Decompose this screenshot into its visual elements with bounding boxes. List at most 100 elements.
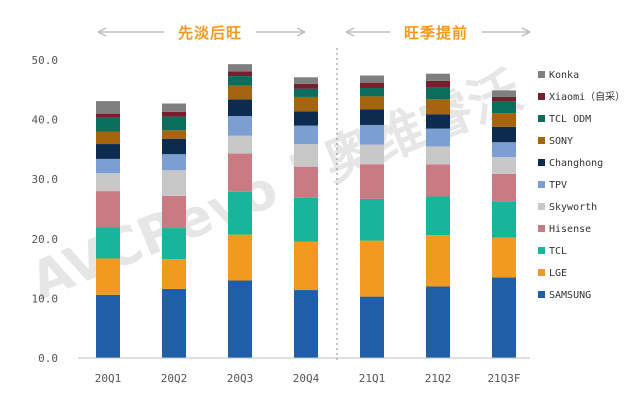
bar-segment: [426, 87, 450, 100]
legend-item: Konka: [538, 70, 579, 81]
legend-label: TPV: [549, 180, 567, 191]
bar-segment: [96, 117, 120, 132]
bar-segment: [294, 77, 318, 84]
bar-stack: [228, 64, 252, 358]
x-tick-label: 20Q2: [161, 372, 188, 385]
y-tick-label: 0.0: [38, 352, 58, 365]
legend-label: SAMSUNG: [549, 290, 591, 301]
legend-label: SONY: [549, 136, 573, 147]
bar-segment: [294, 125, 318, 145]
bar-segment: [162, 154, 186, 171]
phase-label: 先淡后旺: [178, 24, 242, 42]
bar-segment: [294, 111, 318, 126]
bar-segment: [426, 80, 450, 88]
legend-label: LGE: [549, 268, 567, 279]
bar-segment: [228, 64, 252, 72]
x-tick-label: 21Q1: [359, 372, 386, 385]
legend-label: Hisense: [549, 224, 591, 235]
bar-segment: [294, 241, 318, 291]
bar-segment: [426, 146, 450, 165]
bar-segment: [492, 101, 516, 114]
phase-annotations: 先淡后旺 旺季提前: [97, 24, 531, 362]
legend-label: Xiaomi（自采）: [549, 90, 625, 103]
bar-segment: [492, 142, 516, 158]
bars: [96, 64, 516, 358]
legend-swatch: [538, 269, 545, 276]
y-tick-label: 10.0: [32, 292, 59, 305]
bar-segment: [162, 259, 186, 289]
bar-segment: [492, 126, 516, 143]
bar-stack: [360, 75, 384, 358]
x-tick-label: 20Q3: [227, 372, 254, 385]
legend-label: TCL: [549, 246, 567, 257]
bar-segment: [360, 124, 384, 145]
bar-segment: [162, 228, 186, 260]
bar-segment: [426, 99, 450, 115]
bar-segment: [96, 191, 120, 228]
bar-stack: [294, 77, 318, 358]
legend-swatch: [538, 247, 545, 254]
y-axis: 0.0 10.0 20.0 30.0 40.0 50.0: [32, 54, 59, 365]
phase-arrow-right-icon: [521, 27, 531, 37]
legend-swatch: [538, 181, 545, 188]
bar-segment: [360, 75, 384, 83]
y-tick-label: 50.0: [32, 54, 59, 67]
legend-label: Changhong: [549, 158, 603, 169]
y-tick-label: 20.0: [32, 233, 59, 246]
bar-segment: [360, 82, 384, 89]
bar-segment: [360, 240, 384, 297]
bar-segment: [162, 116, 186, 131]
bar-segment: [228, 153, 252, 192]
bar-segment: [294, 83, 318, 89]
bar-segment: [228, 71, 252, 77]
phase-label: 旺季提前: [404, 24, 468, 42]
legend-swatch: [538, 159, 545, 166]
bar-segment: [96, 227, 120, 259]
bar-segment: [96, 101, 120, 114]
phase-arrow-left-icon: [345, 27, 355, 37]
bar-segment: [162, 103, 186, 112]
legend: Konka Xiaomi（自采） TCL ODM SONY Changhong TPV Sk…: [538, 70, 625, 301]
bar-segment: [162, 138, 186, 155]
bar-segment: [228, 99, 252, 117]
bar-segment: [360, 88, 384, 97]
legend-swatch: [538, 203, 545, 210]
bar-segment: [426, 235, 450, 287]
bar-segment: [426, 164, 450, 197]
legend-swatch: [538, 137, 545, 144]
bar-segment: [294, 197, 318, 242]
legend-swatch: [538, 71, 545, 78]
bar-segment: [492, 237, 516, 278]
bar-segment: [492, 96, 516, 102]
bar-segment: [360, 164, 384, 199]
bar-segment: [360, 144, 384, 165]
y-tick-label: 40.0: [32, 114, 59, 127]
bar-segment: [426, 286, 450, 358]
bar-segment: [294, 166, 318, 198]
bar-segment: [162, 170, 186, 196]
bar-segment: [228, 191, 252, 235]
bar-segment: [162, 111, 186, 117]
bar-segment: [426, 114, 450, 129]
bar-segment: [492, 277, 516, 358]
legend-item: TCL: [538, 246, 567, 257]
legend-label: Konka: [549, 70, 579, 81]
bar-segment: [228, 280, 252, 358]
phase-arrow-left-icon: [97, 27, 107, 37]
bar-segment: [228, 76, 252, 86]
bar-segment: [360, 96, 384, 110]
bar-segment: [492, 157, 516, 174]
phase-arrow-right-icon: [296, 27, 306, 37]
bar-segment: [96, 173, 120, 192]
legend-swatch: [538, 225, 545, 232]
legend-item: Skyworth: [538, 202, 597, 213]
bar-segment: [360, 109, 384, 125]
bar-segment: [162, 195, 186, 229]
bar-segment: [294, 290, 318, 358]
bar-stack: [96, 101, 120, 358]
bar-segment: [492, 90, 516, 97]
legend-item: SONY: [538, 136, 573, 147]
bar-segment: [294, 96, 318, 112]
bar-segment: [96, 258, 120, 295]
legend-item: SAMSUNG: [538, 290, 591, 301]
